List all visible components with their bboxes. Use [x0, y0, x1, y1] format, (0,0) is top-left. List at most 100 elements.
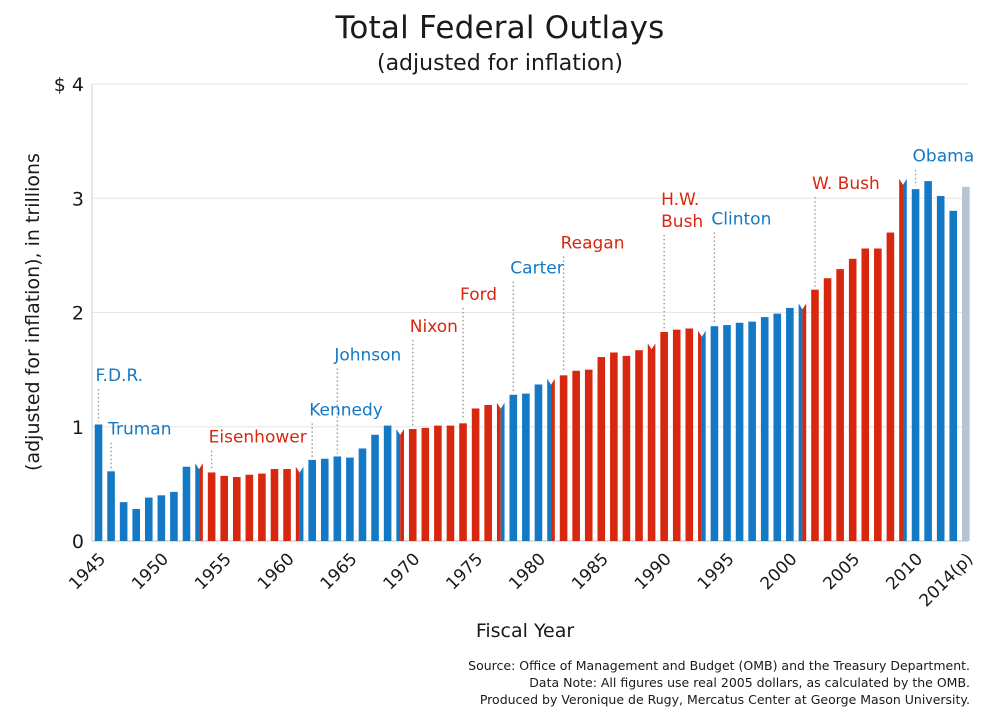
y-tick-label: $ 4: [54, 74, 84, 96]
bar: [346, 457, 354, 541]
president-label: Reagan: [561, 234, 625, 254]
bar: [333, 456, 342, 541]
bar: [132, 509, 141, 541]
bar: [760, 317, 769, 541]
president-label: Johnson: [333, 345, 401, 365]
x-tick-label: 1950: [128, 549, 173, 594]
y-tick-label: 2: [72, 303, 84, 325]
x-tick-label: 1990: [631, 549, 676, 594]
x-tick-label: 1965: [317, 549, 362, 594]
president-label: Obama: [913, 147, 975, 167]
bar: [685, 328, 694, 541]
bar-segment: [647, 343, 652, 541]
bar-segment: [899, 178, 903, 541]
president-label: Kennedy: [309, 400, 383, 420]
x-tick-label: 2000: [757, 549, 802, 594]
bar: [911, 189, 920, 542]
bar: [157, 495, 166, 541]
bar: [823, 278, 832, 541]
bar: [786, 307, 794, 541]
bar: [484, 405, 492, 541]
x-tick-label: 1955: [191, 549, 236, 594]
chart-subtitle: (adjusted for inflation): [376, 51, 624, 76]
bar: [874, 248, 882, 541]
president-label: Nixon: [410, 317, 458, 337]
bar: [421, 427, 430, 541]
bar: [144, 497, 153, 541]
x-tick-label: 1995: [694, 549, 739, 594]
bar-segment: [798, 303, 803, 541]
bar: [245, 474, 254, 541]
bar-segment: [295, 466, 300, 541]
x-tick-label: 1985: [568, 549, 613, 594]
bar: [459, 423, 467, 541]
bars: [94, 178, 970, 542]
bar: [924, 181, 932, 542]
bar: [232, 477, 241, 541]
bar: [408, 429, 417, 541]
bar: [107, 471, 115, 541]
chart-title: Total Federal Outlays: [335, 10, 665, 46]
president-label: Truman: [107, 420, 171, 440]
bar: [886, 232, 895, 541]
bar: [182, 466, 191, 541]
bar-segment: [299, 466, 304, 541]
bar: [962, 186, 970, 541]
president-label: F.D.R.: [96, 366, 144, 386]
president-label: W. Bush: [812, 174, 880, 194]
gridlines: [92, 83, 968, 428]
bar-segment: [651, 343, 656, 541]
produced-by-note: Produced by Veronique de Rugy, Mercatus …: [479, 692, 970, 707]
bar-segment: [701, 330, 706, 541]
bar: [383, 425, 392, 541]
president-leader-lines: [97, 169, 917, 470]
bar: [534, 384, 543, 541]
bar: [258, 473, 266, 541]
bar: [672, 329, 681, 541]
bar: [836, 269, 844, 541]
bar: [434, 425, 442, 541]
x-tick-label: 1945: [65, 549, 110, 594]
data-note: Data Note: All figures use real 2005 dol…: [529, 675, 970, 690]
bar: [610, 352, 618, 541]
president-label: Ford: [460, 285, 497, 305]
bar-segment: [902, 178, 907, 541]
president-label: Clinton: [711, 210, 771, 230]
bar-segment: [547, 378, 552, 541]
source-note: Source: Office of Management and Budget …: [468, 658, 970, 673]
bar: [94, 424, 103, 541]
bar: [572, 370, 580, 541]
y-tick-label: 0: [72, 531, 84, 553]
bar-segment: [195, 463, 200, 541]
y-tick-labels: 0 1 2 3 $ 4: [54, 74, 84, 553]
president-label: Carter: [510, 259, 563, 279]
bar: [371, 434, 379, 541]
x-tick-label: 2005: [820, 549, 865, 594]
bar: [811, 289, 819, 541]
bar-segment: [698, 330, 702, 541]
x-axis-label: Fiscal Year: [475, 620, 575, 642]
bar-segment: [396, 429, 401, 541]
bar: [446, 425, 455, 541]
bar: [723, 325, 731, 541]
bar: [748, 321, 756, 541]
bar: [220, 475, 228, 541]
x-tick-label: 1980: [505, 549, 550, 594]
x-tick-label: 2010: [882, 549, 927, 594]
bar: [119, 502, 128, 541]
president-label: H.W. Bush: [661, 190, 703, 232]
bar: [471, 408, 480, 541]
bar-segment: [551, 378, 555, 541]
x-tick-label: 1970: [380, 549, 425, 594]
bar: [320, 458, 329, 541]
bar: [949, 210, 958, 541]
bar-segment: [496, 402, 501, 541]
bar: [207, 472, 216, 541]
bar: [861, 248, 870, 541]
bar: [522, 393, 530, 541]
bar: [660, 331, 668, 541]
footnotes: Source: Office of Management and Budget …: [468, 657, 970, 708]
bar: [597, 357, 606, 541]
bar: [735, 322, 744, 541]
